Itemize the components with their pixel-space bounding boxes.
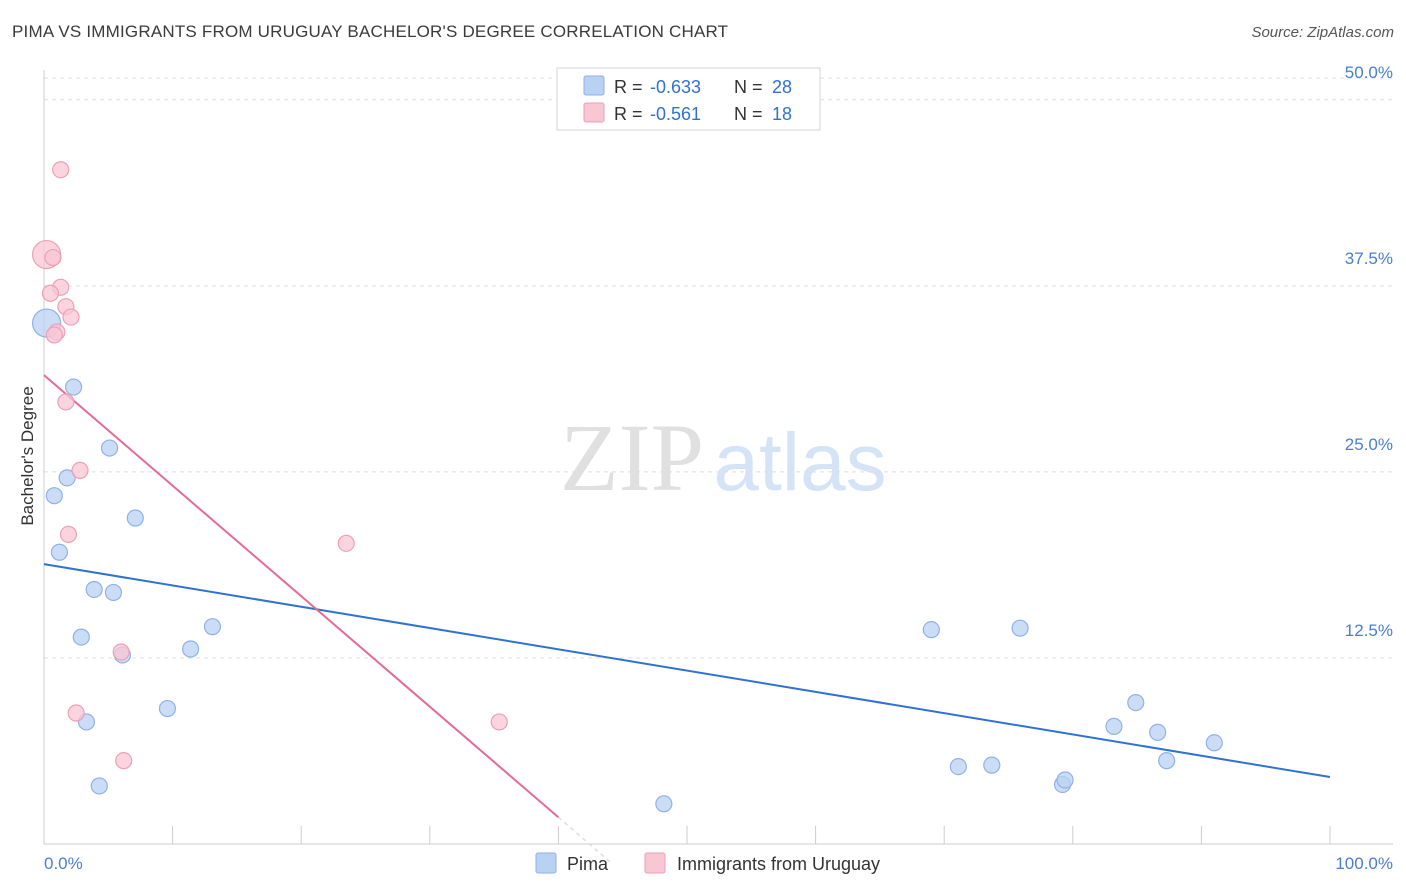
trend-line-extension-pink (557, 816, 611, 863)
legend-swatch-uruguay (583, 102, 605, 123)
data-point-pink (41, 284, 60, 302)
y-tick-label: 37.5% (1345, 249, 1393, 268)
data-point-blue (58, 469, 76, 487)
bottom-legend-label-pima: Pima (567, 854, 609, 874)
data-point-blue (922, 621, 940, 639)
data-point-blue (126, 509, 144, 527)
data-point-blue (100, 439, 119, 457)
data-point-blue (85, 580, 103, 599)
legend-n-label-pima: N = (734, 77, 763, 97)
data-point-blue (64, 378, 83, 396)
data-point-blue (949, 757, 967, 776)
data-point-blue (655, 795, 673, 813)
series-legend: Pima Immigrants from Uruguay (535, 852, 880, 874)
legend-r-value-pima: -0.633 (650, 77, 701, 97)
data-point-blue (50, 543, 69, 561)
data-point-pink (45, 326, 63, 344)
y-tick-label: 12.5% (1345, 621, 1393, 640)
x-tick-label-min: 0.0% (44, 854, 83, 873)
data-point-blue (1205, 734, 1223, 752)
trend-line-blue (43, 563, 1331, 779)
data-point-pink (52, 161, 70, 179)
data-point-pink (115, 752, 133, 770)
data-point-pink (112, 643, 130, 661)
bottom-legend-swatch-pima (535, 852, 557, 874)
y-tick-label: 50.0% (1345, 63, 1393, 82)
legend-r-label-pima: R = (614, 77, 643, 97)
data-point-blue (1158, 752, 1176, 770)
x-tick-label-max: 100.0% (1335, 854, 1393, 873)
axis-layer: 12.5% 25.0% 37.5% 50.0% (43, 63, 1393, 845)
legend-n-label-uruguay: N = (734, 104, 763, 124)
data-point-pink (44, 248, 62, 267)
y-tick-label: 25.0% (1345, 435, 1393, 454)
data-point-pink (57, 393, 75, 411)
watermark-atlas: atlas (713, 417, 886, 508)
trend-layer (43, 374, 1331, 863)
data-point-blue (158, 699, 177, 718)
data-point-blue (45, 487, 63, 505)
chart-title: PIMA VS IMMIGRANTS FROM URUGUAY BACHELOR… (12, 22, 729, 41)
data-point-blue (72, 628, 90, 646)
data-point-blue (1149, 723, 1167, 741)
data-point-pink (59, 525, 78, 544)
stats-legend: R = -0.633 N = 28 R = -0.561 N = 18 (556, 67, 821, 131)
grid-layer (44, 77, 1393, 659)
data-point-pink (67, 704, 85, 722)
legend-n-value-uruguay: 18 (772, 104, 792, 124)
legend-n-value-pima: 28 (772, 77, 792, 97)
points-layer (31, 161, 1223, 813)
legend-r-value-uruguay: -0.561 (650, 104, 701, 124)
data-point-blue (90, 777, 108, 795)
legend-swatch-pima (583, 75, 605, 96)
bottom-legend-swatch-uruguay (644, 852, 666, 874)
data-point-blue (203, 618, 222, 636)
data-point-pink (71, 461, 89, 479)
data-point-blue (1056, 771, 1074, 789)
trend-line-pink (43, 374, 560, 818)
y-axis-title: Bachelor's Degree (18, 386, 37, 525)
data-point-blue (983, 756, 1001, 774)
data-point-blue (1127, 693, 1145, 712)
data-point-blue (1105, 717, 1123, 736)
data-point-blue (104, 583, 123, 602)
legend-r-label-uruguay: R = (614, 104, 643, 124)
data-point-pink (62, 308, 80, 326)
data-point-blue (182, 640, 200, 658)
source-label: Source: ZipAtlas.com (1251, 24, 1394, 41)
data-point-pink (337, 534, 355, 552)
data-point-blue (1011, 619, 1029, 637)
data-point-pink (490, 713, 508, 731)
watermark-zip: ZIP (560, 404, 704, 511)
bottom-legend-label-uruguay: Immigrants from Uruguay (677, 854, 880, 874)
